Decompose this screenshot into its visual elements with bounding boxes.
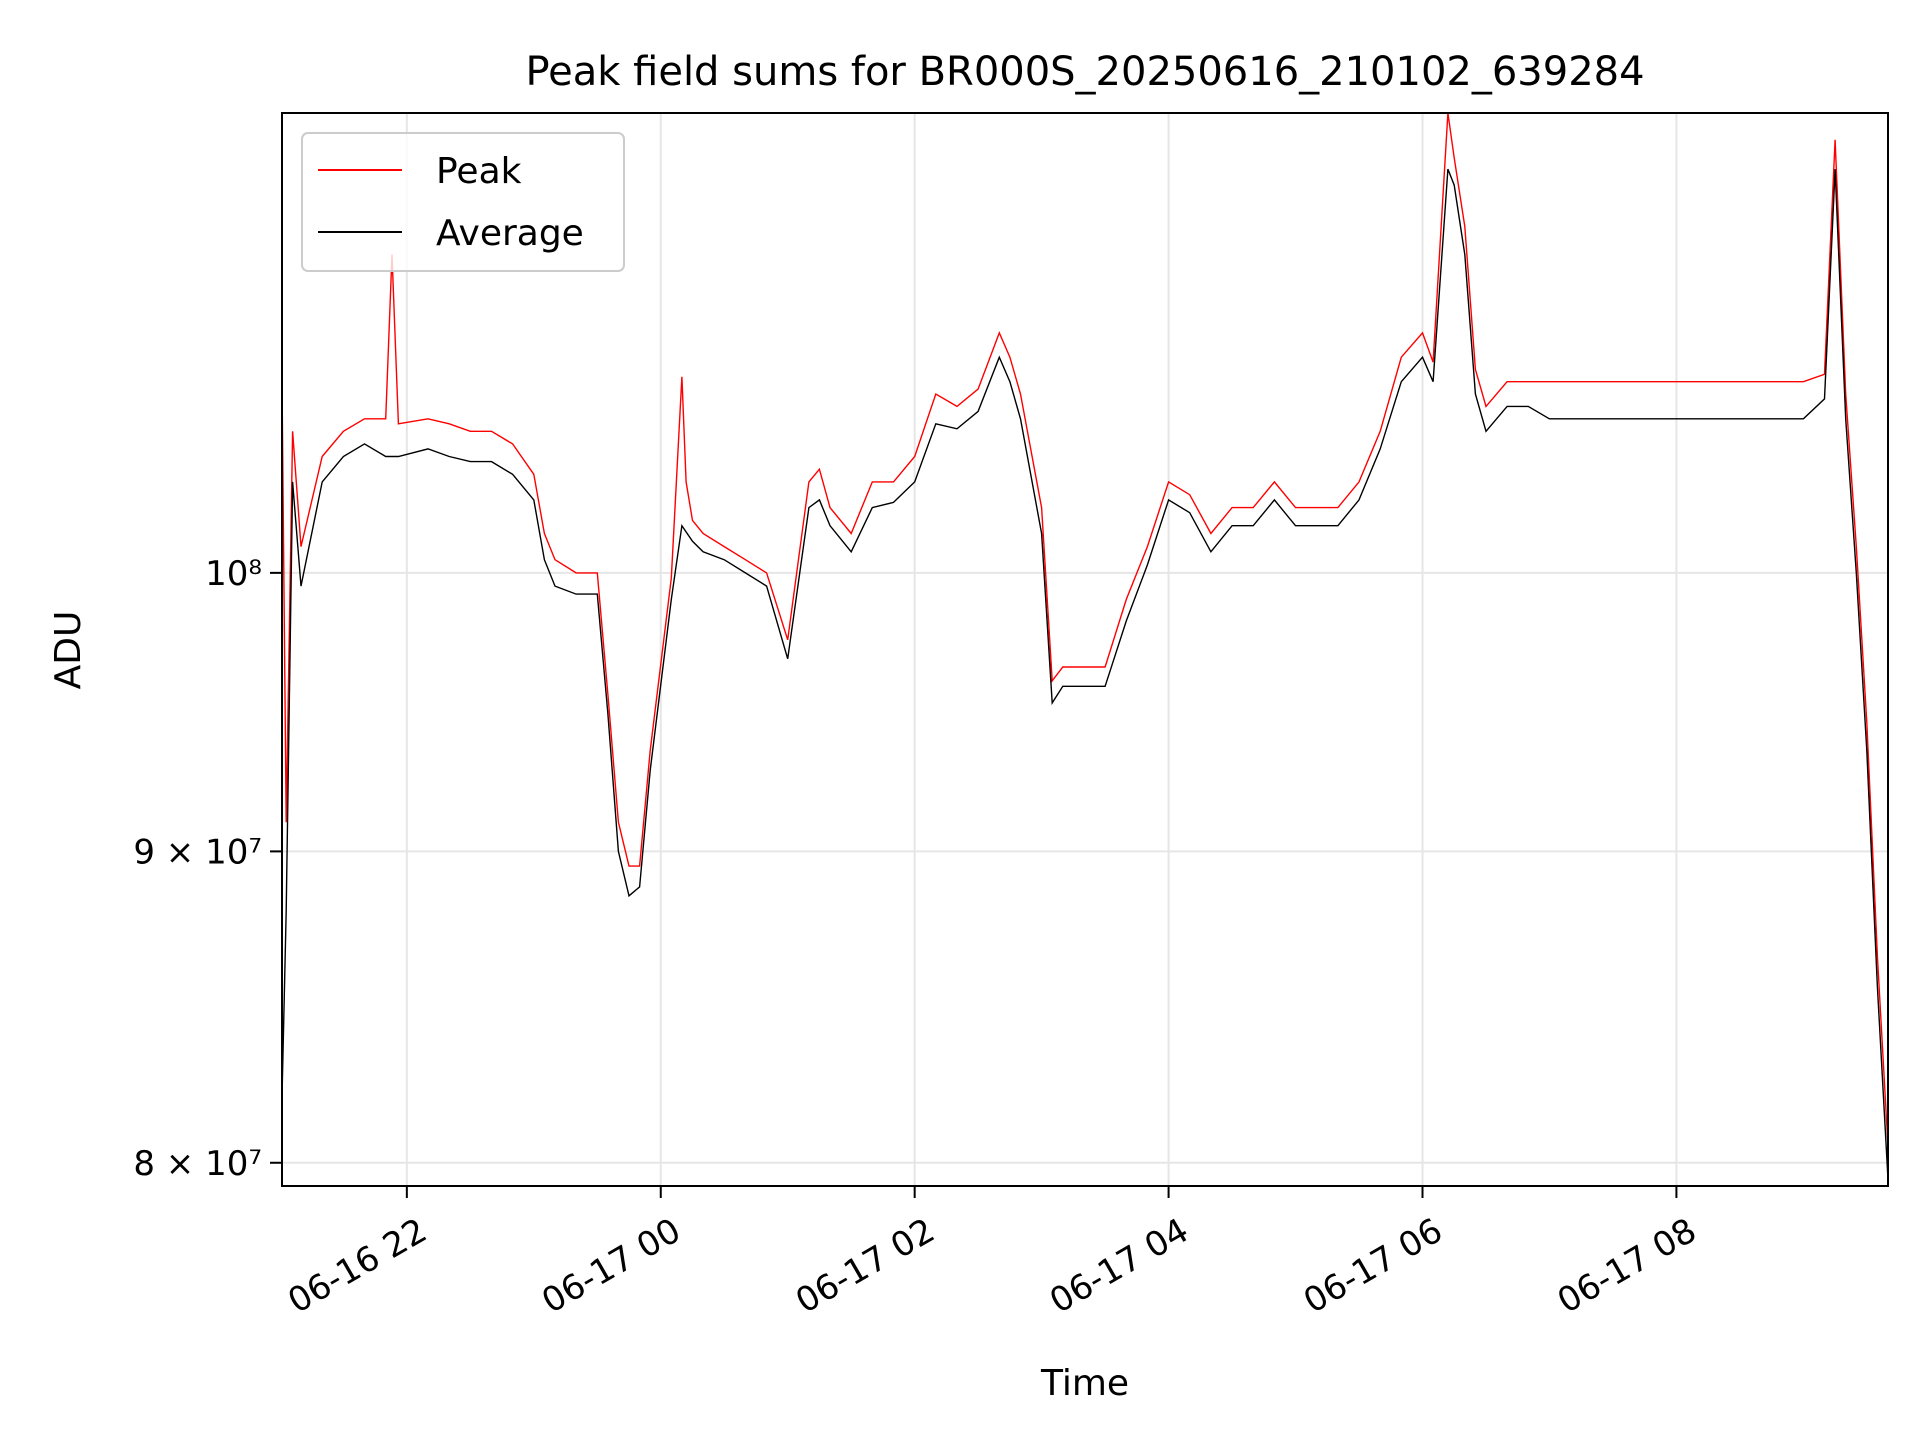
series-layer: [281, 112, 1889, 1180]
series-line-peak: [281, 112, 1889, 1147]
y-tick-label: 8 × 10⁷: [133, 1144, 262, 1184]
axes-frame: [281, 112, 1889, 1187]
series-line-average: [281, 168, 1889, 1180]
y-tick-label: 10⁸: [205, 554, 262, 594]
legend-label-peak: Peak: [436, 151, 522, 192]
y-axis-label: ADU: [48, 611, 89, 690]
y-tick-label: 9 × 10⁷: [133, 832, 262, 872]
legend-box: [301, 132, 625, 272]
y-axis-ticks: 8 × 10⁷ 9 × 10⁷ 10⁸: [133, 554, 282, 1184]
legend: Peak Average: [301, 132, 625, 272]
chart-title: Peak field sums for BR000S_20250616_2101…: [525, 49, 1644, 95]
legend-label-average: Average: [436, 213, 584, 254]
x-axis-label: Time: [1040, 1363, 1129, 1404]
